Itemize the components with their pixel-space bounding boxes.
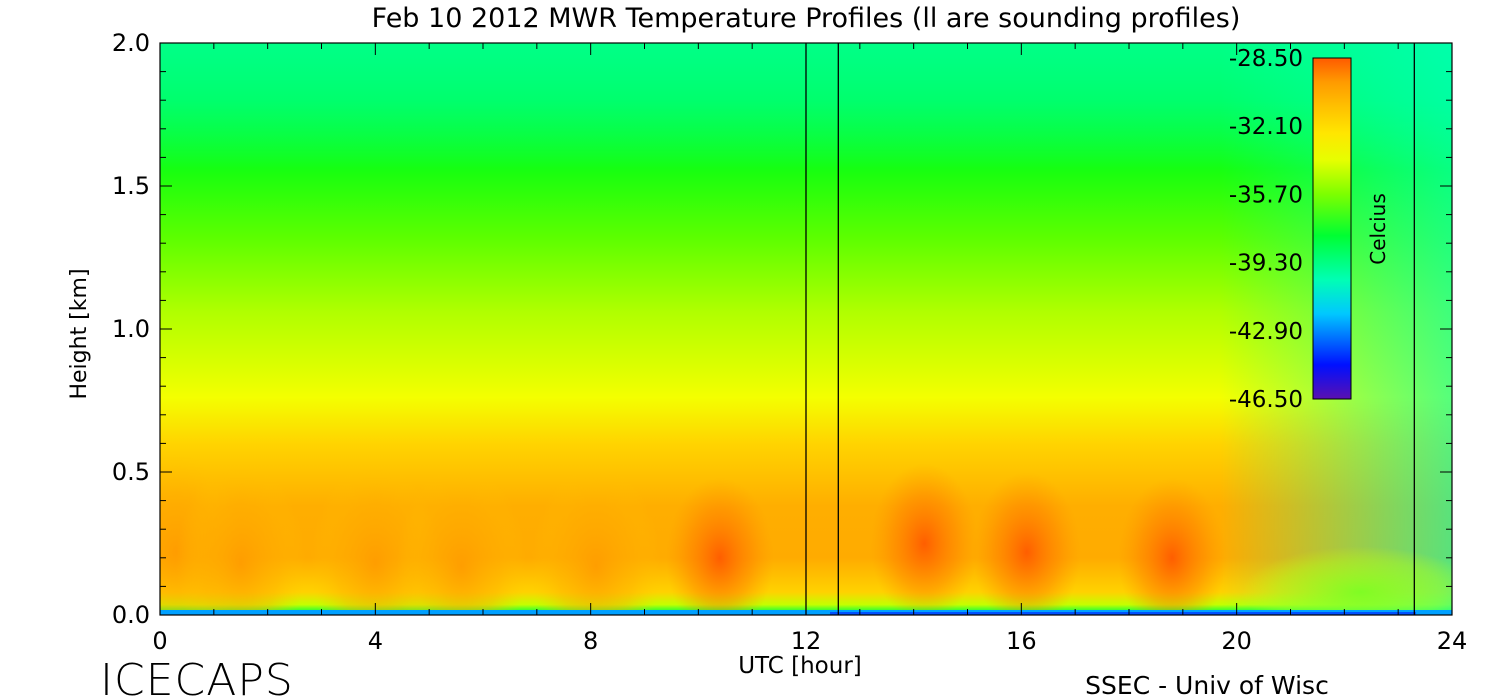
x-axis: 0 4 8 12 16 20 24 bbox=[152, 43, 1467, 655]
x-tick-label: 12 bbox=[791, 627, 822, 655]
temperature-anomaly bbox=[666, 477, 774, 615]
colorbar: -28.50 -32.10 -35.70 -39.30 -42.90 -46.50 Cel… bbox=[1229, 46, 1390, 413]
temperature-anomaly bbox=[870, 463, 979, 615]
temperature-anomaly bbox=[972, 472, 1081, 615]
colorbar-tick-label: -46.50 bbox=[1229, 387, 1303, 413]
x-tick-label: 20 bbox=[1221, 627, 1252, 655]
heatmap-plot bbox=[160, 43, 1452, 615]
temperature-anomaly bbox=[176, 463, 306, 615]
x-tick-label: 16 bbox=[1006, 627, 1037, 655]
chart-title: Feb 10 2012 MWR Temperature Profiles (ll… bbox=[372, 3, 1241, 34]
y-tick-label: 2.0 bbox=[112, 29, 150, 57]
y-tick-label: 1.0 bbox=[112, 315, 150, 343]
colorbar-tick-label: -42.90 bbox=[1229, 319, 1303, 345]
y-axis-label: Height [km] bbox=[67, 268, 92, 399]
x-tick-label: 4 bbox=[368, 627, 383, 655]
colorbar-tick-label: -32.10 bbox=[1229, 114, 1303, 140]
x-tick-label: 24 bbox=[1437, 627, 1468, 655]
colorbar-label: Celcius bbox=[1366, 193, 1390, 264]
y-tick-label: 1.5 bbox=[112, 172, 150, 200]
x-tick-label: 0 bbox=[152, 627, 167, 655]
cool-anomaly bbox=[1242, 546, 1452, 615]
colorbar-tick-label: -39.30 bbox=[1229, 251, 1303, 277]
y-tick-label: 0.5 bbox=[112, 458, 150, 486]
y-axis: 0.0 0.5 1.0 1.5 2.0 bbox=[112, 29, 1452, 629]
icecaps-logo-text: ICECAPS bbox=[100, 655, 294, 700]
temperature-anomalies bbox=[160, 452, 1452, 615]
x-axis-label: UTC [hour] bbox=[738, 653, 862, 679]
colorbar-tick-label: -35.70 bbox=[1229, 182, 1303, 208]
y-tick-label: 0.0 bbox=[112, 601, 150, 629]
credit-text: SSEC - Univ of Wisc bbox=[1085, 671, 1329, 700]
surface-cold-layer-right bbox=[830, 612, 1416, 615]
colorbar-tick-labels: -28.50 -32.10 -35.70 -39.30 -42.90 -46.50 bbox=[1229, 46, 1303, 413]
colorbar-tick-label: -28.50 bbox=[1229, 46, 1303, 72]
temperature-anomaly bbox=[531, 466, 661, 615]
x-tick-label: 8 bbox=[583, 627, 598, 655]
colorbar-scale bbox=[1312, 57, 1352, 400]
sounding-profile-lines bbox=[805, 43, 1415, 615]
temperature-anomaly bbox=[1118, 477, 1226, 615]
temperature-anomaly bbox=[396, 466, 527, 615]
